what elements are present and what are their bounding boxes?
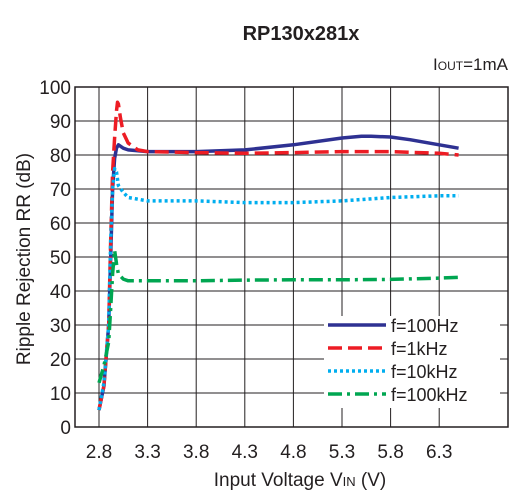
test-condition-symbol: I	[433, 55, 438, 74]
test-condition-value: =1mA	[463, 55, 509, 74]
chart-title: RP130x281x	[243, 23, 360, 45]
y-tick-label-2: 20	[50, 350, 71, 371]
x-axis-label: Input Voltage VIN (V)	[214, 470, 387, 491]
y-tick-label-5: 50	[50, 248, 71, 269]
series-lines	[97, 100, 459, 411]
x-tick-labels: 2.8 3.3 3.8 4.3 4.8 5.3 5.8 6.3	[86, 442, 453, 463]
y-tick-label-7: 70	[50, 180, 71, 201]
x-axis-label-subscript: IN	[343, 474, 356, 489]
x-axis-label-text: Input Voltage V	[214, 470, 343, 491]
y-tick-labels: 0 10 20 30 40 50 60 70 80 90 100	[39, 78, 71, 439]
y-tick-label-9: 90	[50, 112, 71, 133]
x-tick-label-7: 6.3	[426, 442, 452, 463]
legend-label-2: f=10kHz	[391, 362, 458, 382]
legend: f=100Hz f=1kHz f=10kHz f=100kHz	[324, 316, 500, 408]
y-tick-label-4: 40	[50, 282, 71, 303]
y-tick-label-8: 80	[50, 146, 71, 167]
x-axis-label-unit: (V)	[356, 470, 387, 491]
y-tick-label-3: 30	[50, 316, 71, 337]
legend-label-3: f=100kHz	[391, 385, 468, 405]
y-tick-label-0: 0	[60, 418, 71, 439]
y-tick-label-1: 10	[50, 384, 71, 405]
test-condition-subscript: OUT	[438, 59, 464, 73]
x-tick-label-2: 3.8	[183, 442, 209, 463]
x-tick-label-1: 3.3	[134, 442, 160, 463]
series-line-f100khz	[97, 248, 459, 384]
legend-background	[324, 316, 500, 408]
legend-label-1: f=1kHz	[391, 339, 448, 359]
y-axis-label: Ripple Rejection RR (dB)	[14, 153, 35, 365]
series-line-f10khz	[97, 166, 459, 411]
x-tick-label-6: 5.8	[377, 442, 403, 463]
x-tick-label-0: 2.8	[86, 442, 112, 463]
y-tick-label-10: 100	[39, 78, 71, 99]
legend-label-0: f=100Hz	[391, 316, 459, 336]
x-tick-label-5: 5.3	[329, 442, 355, 463]
plot-frame	[74, 86, 509, 428]
x-tick-label-3: 4.3	[232, 442, 258, 463]
test-condition: IOUT=1mA	[433, 55, 509, 74]
x-tick-label-4: 4.8	[280, 442, 306, 463]
y-tick-label-6: 60	[50, 214, 71, 235]
